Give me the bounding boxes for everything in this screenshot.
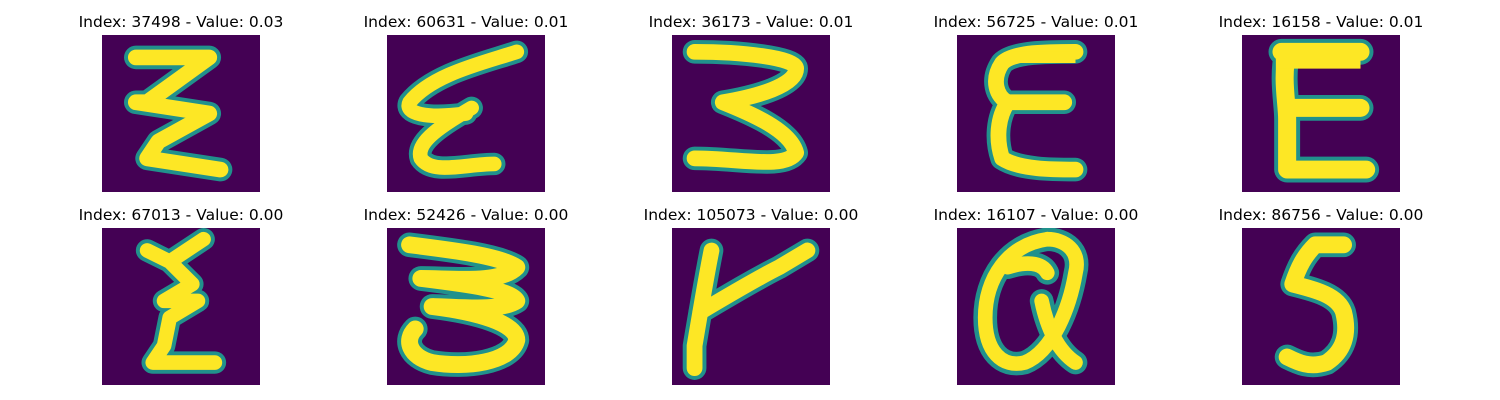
digit-panel-8: Index: 105073 - Value: 0.00 [631,193,871,385]
digit-image [102,228,260,385]
digit-panel-3: Index: 36173 - Value: 0.01 [631,0,871,192]
digit-panel-10: Index: 86756 - Value: 0.00 [1201,193,1441,385]
panel-title: Index: 37498 - Value: 0.03 [78,13,284,31]
panel-title: Index: 16158 - Value: 0.01 [1218,13,1424,31]
glyph-stroke [686,242,816,377]
digit-image [672,35,830,192]
digit-panel-6: Index: 67013 - Value: 0.00 [61,193,301,385]
glyph-fill [1007,51,1076,64]
glyph-stroke [1278,236,1355,374]
panel-title: Index: 56725 - Value: 0.01 [933,13,1139,31]
panel-title: Index: 52426 - Value: 0.00 [363,206,569,224]
digit-image [1242,228,1400,385]
panel-title: Index: 86756 - Value: 0.00 [1218,206,1424,224]
digit-panel-5: Index: 16158 - Value: 0.01 [1201,0,1441,192]
digit-panel-2: Index: 60631 - Value: 0.01 [346,0,586,192]
digit-panel-1: Index: 37498 - Value: 0.03 [61,0,301,192]
digit-image [957,35,1115,192]
glyph-stroke [127,49,229,178]
glyph-fill [1275,46,1361,69]
digit-panel-7: Index: 52426 - Value: 0.00 [346,193,586,385]
digit-image [102,35,260,192]
panel-title: Index: 105073 - Value: 0.00 [643,206,859,224]
digit-panel-4: Index: 56725 - Value: 0.01 [916,0,1156,192]
panel-title: Index: 60631 - Value: 0.01 [363,13,569,31]
digit-image [387,35,545,192]
glyph-stroke [686,43,805,170]
panel-title: Index: 16107 - Value: 0.00 [933,206,1139,224]
panel-title: Index: 67013 - Value: 0.00 [78,206,284,224]
glyph-stroke [401,44,525,175]
glyph-stroke [401,236,526,373]
glyph-stroke [977,231,1084,371]
digit-image [387,228,545,385]
digit-image [957,228,1115,385]
digit-panel-9: Index: 16107 - Value: 0.00 [916,193,1156,385]
panel-title: Index: 36173 - Value: 0.01 [648,13,854,31]
glyph-stroke [139,231,223,370]
digit-image [1242,35,1400,192]
digit-image [672,228,830,385]
